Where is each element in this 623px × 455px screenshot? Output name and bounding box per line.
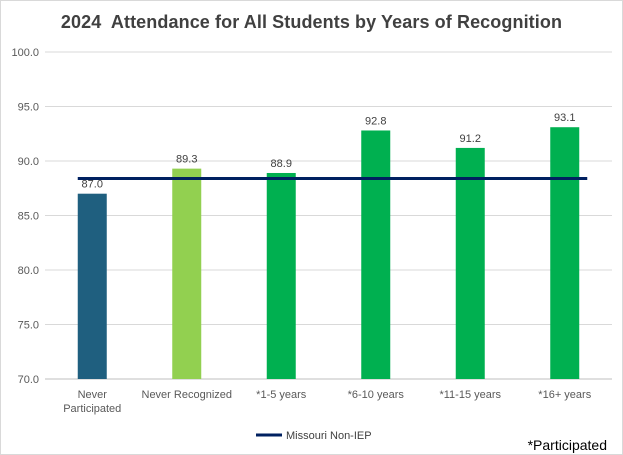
x-category-label: *6-10 years [348,389,405,401]
x-category-label: Participated [63,403,121,415]
value-label: 92.8 [365,115,386,127]
x-category-label: *16+ years [538,389,591,401]
value-labels: 87.0 89.3 88.9 92.8 91.2 93.1 [82,112,576,190]
y-tick-label: 75.0 [18,320,39,332]
bar [266,172,296,379]
y-tick-label: 80.0 [18,265,39,277]
y-tick-label: 70.0 [18,374,39,386]
footnote: *Participated [527,437,607,453]
value-label: 91.2 [460,133,481,145]
y-axis-ticks: 70.0 75.0 80.0 85.0 90.0 95.0 100.0 [11,47,39,386]
bars [77,127,580,380]
x-category-label: *11-15 years [439,389,501,401]
bar [455,147,485,379]
gridlines [45,51,612,380]
value-label: 89.3 [176,154,197,166]
legend: Missouri Non-IEP [256,430,372,442]
bar [77,193,107,379]
y-tick-label: 90.0 [18,156,39,168]
x-axis-categories: Never Participated Never Recognized *1-5 ye… [63,389,591,415]
x-category-label: Never Recognized [142,389,233,401]
bar [550,127,580,380]
y-tick-label: 85.0 [18,211,39,223]
bar [172,168,202,379]
value-label: 87.0 [82,179,103,191]
bar [361,130,391,379]
value-label: 93.1 [554,112,575,124]
x-category-label: *1-5 years [256,389,307,401]
chart-title: 2024 Attendance for All Students by Year… [60,12,563,32]
value-label: 88.9 [271,158,292,170]
legend-label: Missouri Non-IEP [286,430,372,442]
x-category-label: Never [78,389,108,401]
y-tick-label: 100.0 [11,47,39,59]
y-tick-label: 95.0 [18,102,39,114]
